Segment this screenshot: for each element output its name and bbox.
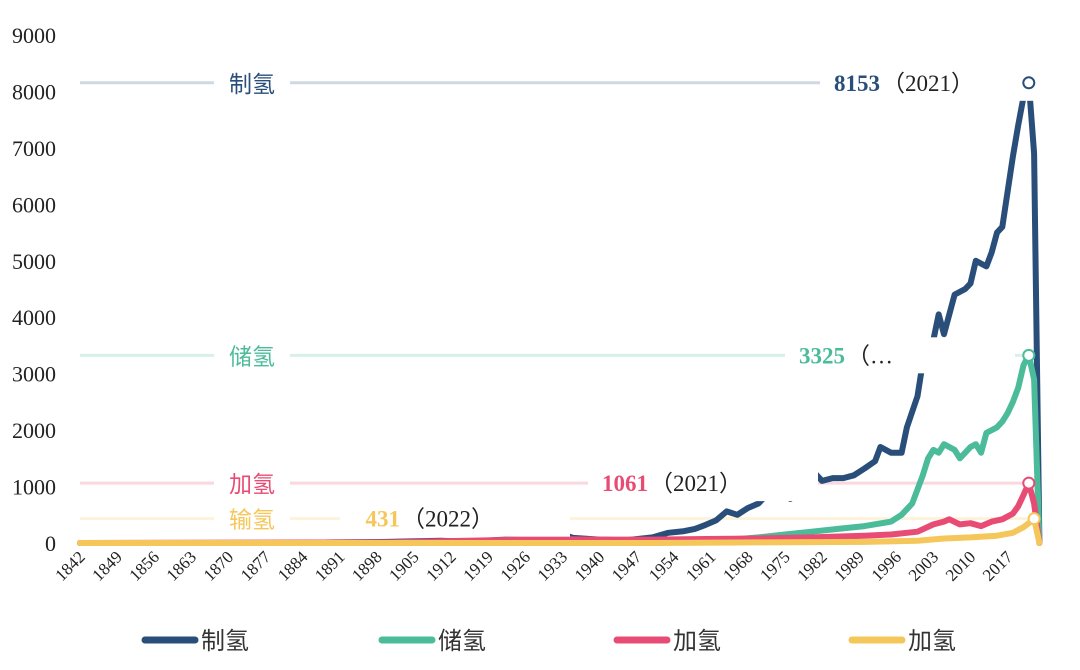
y-tick-label: 4000: [12, 305, 56, 330]
x-tick-label: 1996: [868, 547, 905, 584]
x-tick-label: 1884: [274, 547, 312, 585]
y-tick-label: 0: [45, 531, 56, 556]
x-tick-label: 1933: [534, 547, 571, 584]
legend-label-1: 储氢: [438, 627, 486, 655]
x-tick-label: 1982: [793, 547, 830, 584]
x-tick-label: 1926: [497, 547, 534, 584]
x-tick-label: 1975: [756, 547, 793, 584]
y-tick-label: 8000: [12, 79, 56, 104]
x-tick-label: 1891: [311, 547, 348, 584]
x-tick-label: 1870: [200, 547, 237, 584]
y-tick-label: 7000: [12, 136, 56, 161]
x-tick-label: 1842: [51, 547, 88, 584]
x-tick-label: 1919: [459, 547, 496, 584]
legend-label-2: 加氢: [673, 627, 721, 655]
series-label-bg-3: [214, 500, 290, 537]
x-tick-label: 1954: [645, 547, 683, 585]
series-label-3: 输氢: [229, 508, 275, 534]
x-tick-label: 2003: [905, 547, 942, 584]
x-tick-label: 1898: [348, 547, 385, 584]
annotation-value-1: 3325: [799, 343, 845, 368]
series-label-1: 储氢: [229, 344, 275, 370]
x-tick-label: 1940: [571, 547, 608, 584]
y-tick-label: 3000: [12, 362, 56, 387]
y-tick-label: 6000: [12, 192, 56, 217]
y-tick-label: 5000: [12, 249, 56, 274]
annotation-value-2: 1061: [602, 471, 648, 496]
x-tick-label: 1905: [385, 547, 422, 584]
x-tick-label: 1849: [88, 547, 125, 584]
x-tick-label: 1947: [608, 547, 646, 585]
x-tick-label: 1877: [237, 547, 275, 585]
x-tick-label: 1961: [682, 547, 719, 584]
series-line-3: [77, 515, 1043, 546]
annotation-bg-3: [340, 500, 570, 537]
annotation-year-2: （2021）: [650, 471, 742, 496]
peak-marker-2: [1022, 476, 1036, 490]
x-tick-label: 1856: [126, 547, 163, 584]
legend-label-0: 制氢: [201, 627, 249, 655]
series-labels: 制氢 8153 （2021）储氢 3325 （…加氢 1061 （2021）输氢 431 （20…: [214, 64, 1050, 537]
y-tick-label: 2000: [12, 418, 56, 443]
y-axis-ticks: 0 1000 2000 3000 4000 5000 6000 7000 8000 9000: [12, 23, 56, 556]
legend-label-3: 加氢: [908, 627, 956, 655]
peak-marker-1: [1022, 348, 1036, 362]
series-line-2: [77, 480, 1043, 546]
x-tick-label: 1989: [831, 547, 868, 584]
legend: 制氢 储氢 加氢 加氢: [141, 627, 956, 655]
y-tick-label: 1000: [12, 475, 56, 500]
x-tick-label: 2017: [979, 547, 1017, 585]
peak-marker-0: [1022, 76, 1036, 90]
x-axis-ticks: 1842 1849 1856 1863 1870 1877 1884 1891 1898 1905…: [51, 547, 1016, 585]
series-label-bg-1: [214, 337, 290, 374]
annotation-bg-0: [820, 64, 1050, 101]
annotation-bg-1: [785, 337, 1015, 374]
annotation-year-3: （2022）: [402, 507, 494, 532]
series-label-bg-0: [214, 64, 290, 101]
annotation-year-0: （2021）: [882, 71, 974, 96]
annotation-bg-2: [588, 465, 818, 502]
series-line-1: [77, 352, 1043, 546]
series-label-0: 制氢: [229, 72, 275, 98]
annotation-year-1: （…: [847, 343, 893, 368]
x-tick-label: 1863: [163, 547, 200, 584]
series-label-bg-2: [214, 465, 290, 502]
x-tick-label: 1912: [422, 547, 459, 584]
y-tick-label: 9000: [12, 23, 56, 48]
x-tick-label: 2010: [942, 547, 979, 584]
annotation-value-0: 8153: [834, 71, 880, 96]
series-label-2: 加氢: [229, 472, 275, 498]
peak-marker-3: [1027, 512, 1041, 526]
annotation-value-3: 431: [366, 507, 401, 532]
x-tick-label: 1968: [719, 547, 756, 584]
